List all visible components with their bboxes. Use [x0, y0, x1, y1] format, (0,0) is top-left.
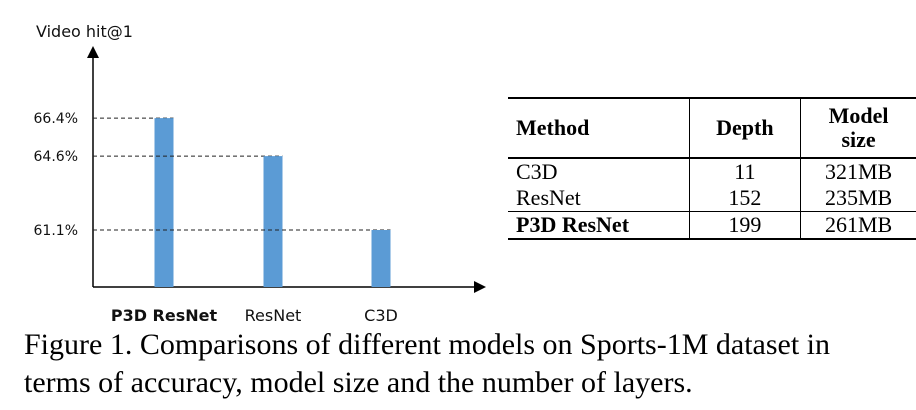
cell-depth: 199: [688, 211, 802, 239]
cell-depth: 11: [688, 158, 802, 185]
cell-method: C3D: [516, 159, 558, 184]
table-header-row: Method Depth Model size: [508, 98, 916, 158]
table-row: P3D ResNet 199 261MB: [508, 211, 916, 239]
y-tick-label: 64.6%: [34, 149, 78, 165]
cell-depth: 152: [688, 185, 802, 212]
x-tick-label: P3D ResNet: [111, 306, 218, 325]
bar-p3d-resnet: [154, 118, 174, 287]
table-row: C3D 11 321MB: [508, 158, 916, 185]
bar-c3d: [371, 230, 391, 287]
cell-method: ResNet: [516, 185, 581, 210]
header-model-size: Model size: [828, 103, 889, 152]
bar-resnet: [263, 156, 283, 287]
x-axis-arrow: [474, 281, 486, 293]
y-tick-label: 61.1%: [34, 223, 78, 239]
y-tick-label: 66.4%: [34, 111, 78, 127]
x-tick-label: ResNet: [245, 306, 302, 325]
cell-model-size: 235MB: [824, 185, 893, 210]
cell-model-size: 321MB: [824, 159, 893, 184]
comparison-table: Method Depth Model size C3D 11 321MB Res…: [508, 97, 916, 240]
bar-chart: Video hit@1 66.4% P3D ResNet 64.6% ResNet 61…: [34, 22, 486, 325]
table-row: ResNet 152 235MB: [508, 185, 916, 212]
cell-method: P3D ResNet: [516, 212, 630, 237]
cell-model-size: 261MB: [824, 212, 893, 237]
y-axis-arrow: [87, 46, 99, 58]
header-method: Method: [516, 115, 590, 140]
x-tick-label: C3D: [364, 306, 398, 325]
y-axis-title: Video hit@1: [36, 22, 133, 41]
figure-caption: Figure 1. Comparisons of different model…: [24, 328, 831, 399]
header-depth: Depth: [688, 98, 802, 158]
